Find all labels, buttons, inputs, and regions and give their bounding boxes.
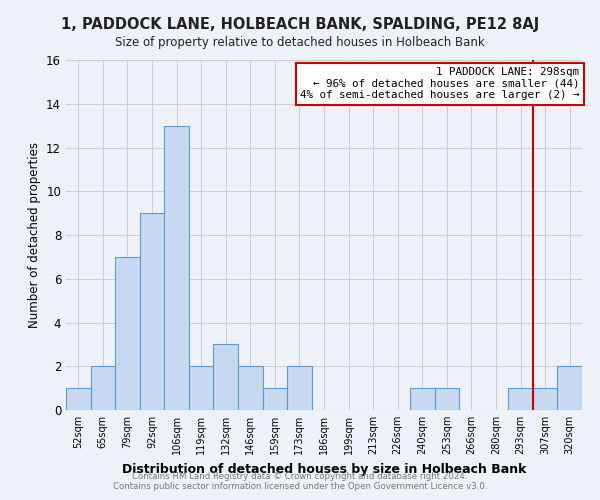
X-axis label: Distribution of detached houses by size in Holbeach Bank: Distribution of detached houses by size … [122,462,526,475]
Bar [410,388,434,410]
Bar [66,388,91,410]
Bar [189,366,214,410]
Bar [238,366,263,410]
Text: Size of property relative to detached houses in Holbeach Bank: Size of property relative to detached ho… [115,36,485,49]
Bar [557,366,582,410]
Bar [140,213,164,410]
Bar [115,257,140,410]
Text: Contains HM Land Registry data © Crown copyright and database right 2024.: Contains HM Land Registry data © Crown c… [132,472,468,481]
Bar [91,366,115,410]
Bar [434,388,459,410]
Bar [214,344,238,410]
Text: 1 PADDOCK LANE: 298sqm
← 96% of detached houses are smaller (44)
4% of semi-deta: 1 PADDOCK LANE: 298sqm ← 96% of detached… [300,67,580,100]
Bar [533,388,557,410]
Text: 1, PADDOCK LANE, HOLBEACH BANK, SPALDING, PE12 8AJ: 1, PADDOCK LANE, HOLBEACH BANK, SPALDING… [61,18,539,32]
Y-axis label: Number of detached properties: Number of detached properties [28,142,41,328]
Text: Contains public sector information licensed under the Open Government Licence v3: Contains public sector information licen… [113,482,487,491]
Bar [263,388,287,410]
Bar [164,126,189,410]
Bar [508,388,533,410]
Bar [287,366,312,410]
